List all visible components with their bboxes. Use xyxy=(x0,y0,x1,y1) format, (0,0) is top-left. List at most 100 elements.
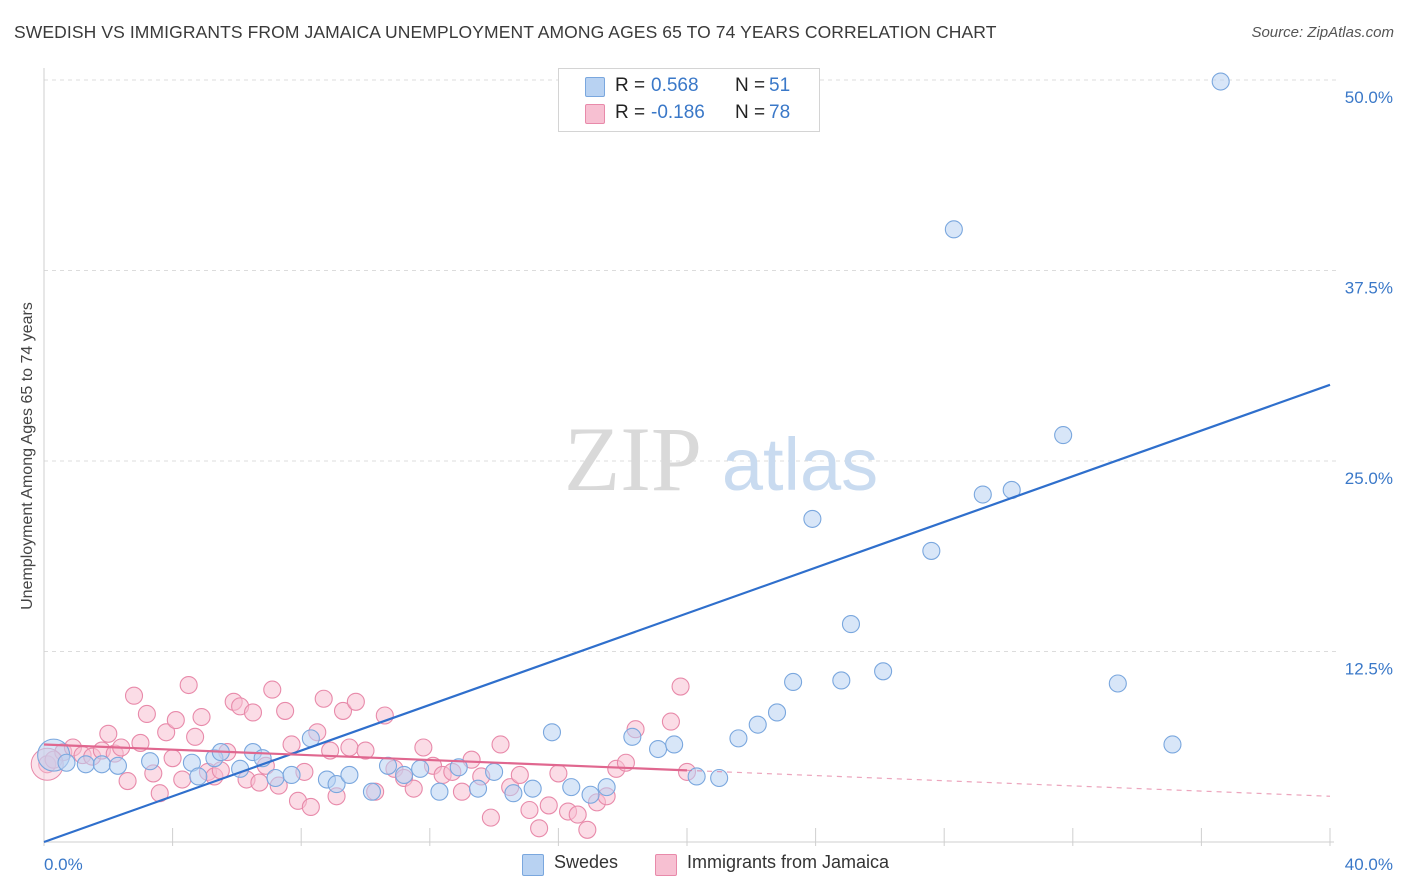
legend-r-value: -0.186 xyxy=(651,102,705,123)
swedes-point xyxy=(430,782,449,801)
swedes-point xyxy=(76,755,95,774)
jamaica-point xyxy=(568,805,587,824)
y-tick-label: 12.5% xyxy=(1345,660,1393,679)
swedes-point xyxy=(92,755,111,774)
jamaica-point xyxy=(340,738,359,757)
bottom-legend-swatch-jamaica xyxy=(655,854,677,876)
chart-source: Source: ZipAtlas.com xyxy=(1251,24,1394,41)
swedes-point xyxy=(748,715,767,734)
jamaica-point xyxy=(192,707,211,727)
swedes-point xyxy=(57,753,76,772)
swedes-point xyxy=(266,768,285,788)
swedes-point xyxy=(523,779,542,798)
legend-swatch-swedes xyxy=(585,77,605,97)
tick-labels: 12.5% 25.0% 37.5% 50.0% 0.0% 40.0% xyxy=(44,88,1393,874)
jamaica-point xyxy=(173,770,192,789)
swedes-point xyxy=(710,768,729,788)
bottom-legend-label: Swedes xyxy=(554,852,619,872)
swedes-point xyxy=(973,485,992,504)
jamaica-point xyxy=(276,701,295,720)
jamaica-point xyxy=(404,779,423,798)
swedes-point xyxy=(189,767,208,786)
jamaica-point xyxy=(578,820,597,839)
jamaica-trend-line xyxy=(43,743,688,772)
chart-title: SWEDISH VS IMMIGRANTS FROM JAMAICA UNEMP… xyxy=(14,22,997,42)
jamaica-point xyxy=(118,771,137,791)
legend-n-value: 78 xyxy=(769,102,791,123)
x-tick-label-max: 40.0% xyxy=(1345,855,1393,874)
jamaica-point xyxy=(491,735,510,754)
swedes-point xyxy=(340,765,359,784)
jamaica-point xyxy=(263,680,282,699)
swedes-point xyxy=(449,758,468,777)
swedes-point xyxy=(649,739,668,759)
legend-n-label: N = xyxy=(735,75,766,96)
trend-lines xyxy=(43,383,1331,844)
swedes-point xyxy=(468,779,488,798)
jamaica-point xyxy=(163,749,182,768)
swedes-trend-line xyxy=(43,383,1331,844)
legend-r-label: R = xyxy=(615,102,646,123)
swedes-point xyxy=(729,729,748,748)
jamaica-point xyxy=(243,703,263,722)
watermark-atlas: atlas xyxy=(722,423,878,506)
legend-swatch-jamaica xyxy=(585,104,605,124)
jamaica-point xyxy=(452,782,472,801)
correlation-legend: R = 0.568 N = 51 R = -0.186 N = 78 xyxy=(558,68,820,132)
jamaica-point xyxy=(671,677,690,696)
swedes-point xyxy=(803,509,822,528)
swedes-point xyxy=(562,778,581,797)
swedes-point xyxy=(597,778,616,797)
x-tick-label-min: 0.0% xyxy=(44,855,83,874)
swedes-point xyxy=(378,756,398,775)
legend-n-label: N = xyxy=(735,102,766,123)
jamaica-point xyxy=(301,797,320,816)
watermark-zip: ZIP xyxy=(564,408,702,510)
jamaica-point xyxy=(346,692,365,711)
jamaica-point xyxy=(539,796,558,815)
jamaica-point xyxy=(137,704,156,724)
legend-n-value: 51 xyxy=(769,75,791,96)
swedes-point xyxy=(1108,674,1127,693)
swedes-point xyxy=(874,662,893,681)
bottom-legend-label: Immigrants from Jamaica xyxy=(687,852,890,872)
jamaica-point xyxy=(356,741,375,760)
swedes-point xyxy=(141,752,160,771)
bottom-legend-swatch-swedes xyxy=(522,854,544,876)
jamaica-point xyxy=(481,808,500,827)
swedes-point xyxy=(411,759,430,778)
swedes-point xyxy=(665,735,684,754)
swedes-point xyxy=(687,767,706,786)
jamaica-point xyxy=(549,764,568,783)
y-tick-label: 37.5% xyxy=(1345,279,1393,298)
swedes-point xyxy=(362,782,381,801)
swedes-point xyxy=(784,672,803,692)
swedes-point xyxy=(623,727,642,746)
jamaica-point xyxy=(99,724,118,743)
jamaica-point xyxy=(282,735,301,754)
jamaica-point xyxy=(166,711,185,730)
swedes-point xyxy=(767,703,787,722)
jamaica-point xyxy=(314,689,333,708)
jamaica-point xyxy=(250,773,269,792)
jamaica-point xyxy=(179,675,198,695)
legend-r-label: R = xyxy=(615,75,646,96)
swedes-point xyxy=(108,756,127,775)
y-tick-label: 25.0% xyxy=(1345,469,1393,488)
jamaica-point xyxy=(157,723,176,742)
jamaica-point xyxy=(414,738,433,757)
swedes-point xyxy=(581,785,600,804)
swedes-point xyxy=(485,762,504,781)
swedes-points xyxy=(37,72,1230,804)
watermark: ZIP atlas xyxy=(564,408,878,510)
swedes-point xyxy=(841,615,861,634)
swedes-point xyxy=(282,765,301,784)
jamaica-point xyxy=(186,727,205,746)
jamaica-trend-line-extrapolated xyxy=(686,769,1331,797)
swedes-point xyxy=(327,775,346,794)
swedes-point xyxy=(944,220,963,239)
jamaica-point xyxy=(530,819,549,838)
jamaica-point xyxy=(333,701,353,720)
swedes-point xyxy=(1163,735,1182,754)
